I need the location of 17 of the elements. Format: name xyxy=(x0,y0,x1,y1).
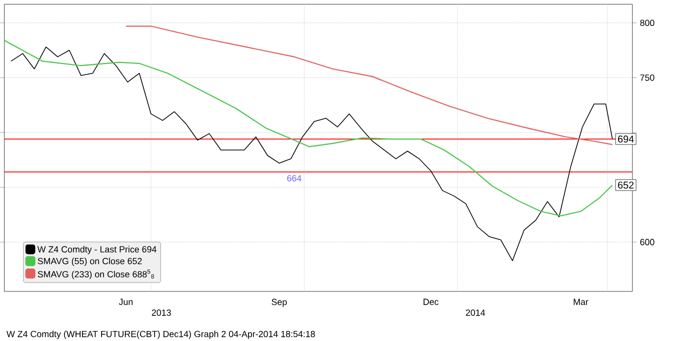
x-tick-label: Mar xyxy=(574,298,588,305)
text: W Z4 Comdty (WHEAT FUTURE(CBT) Dec14) Graph 2 04-Apr-2014 18:54:18 xyxy=(6,330,315,339)
text: 2014 xyxy=(466,309,486,316)
x-tick-label: Dec xyxy=(424,298,439,305)
annotation: 694 xyxy=(618,136,634,143)
y-tick-label: 600 xyxy=(640,238,654,246)
line-series xyxy=(125,26,613,146)
x-tick-label: Jun xyxy=(118,298,133,305)
ref-line-label: 664 xyxy=(287,175,302,182)
legend-label: W Z4 Comdty - Last Price 694 xyxy=(37,246,156,254)
y-tick-label: 750 xyxy=(640,74,654,81)
annotation: 652 xyxy=(618,182,634,189)
text: 2013 xyxy=(152,309,171,316)
legend-label: SMAVG (55) on Close 652 xyxy=(38,258,142,266)
line-series xyxy=(4,40,613,216)
y-tick-label: 800 xyxy=(640,20,654,26)
x-tick-label: Sep xyxy=(272,298,287,307)
